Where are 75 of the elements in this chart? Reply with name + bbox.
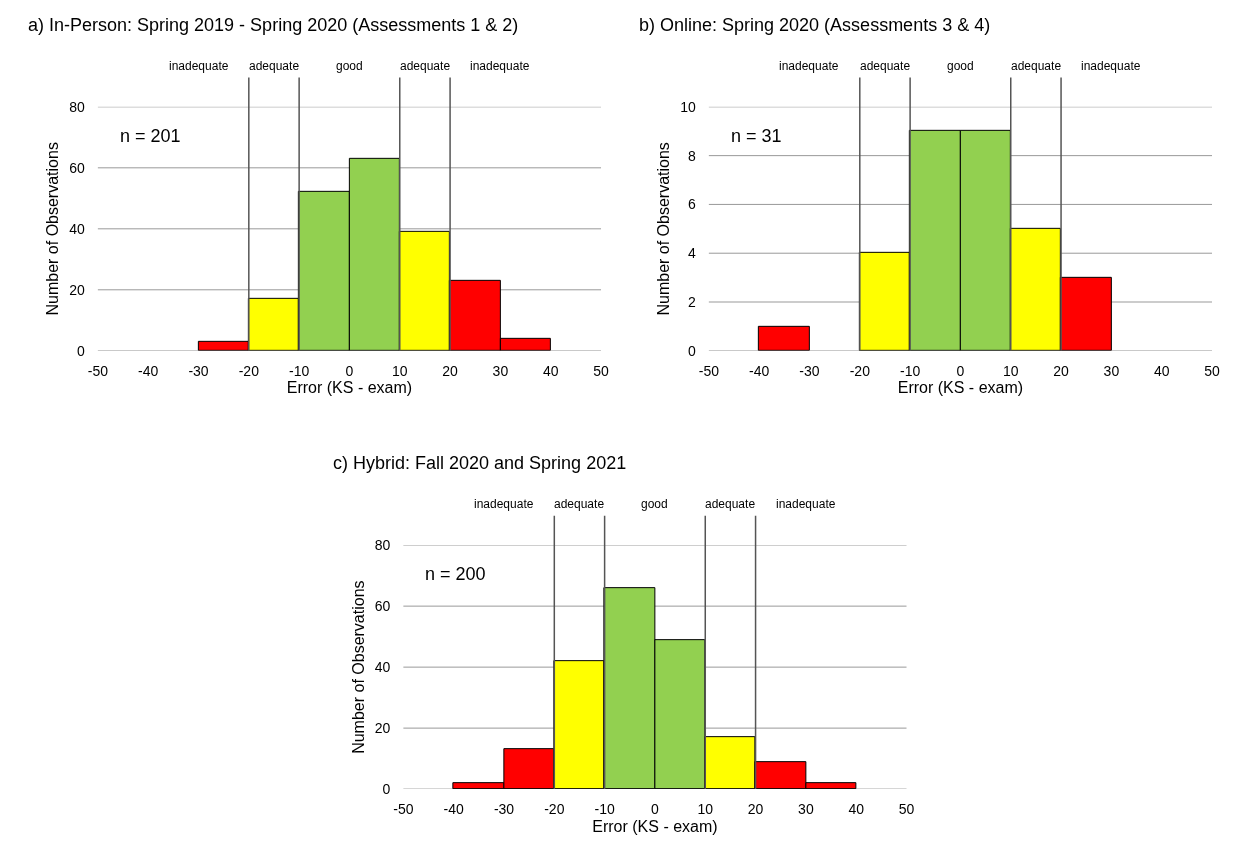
- y-tick-label: 0: [382, 781, 391, 798]
- x-tick-label: -30: [188, 362, 209, 379]
- x-tick-label: 40: [1153, 362, 1170, 379]
- x-axis-title: Error (KS - exam): [286, 379, 413, 397]
- y-tick-label: 8: [688, 147, 697, 164]
- x-tick-label: -50: [393, 801, 414, 818]
- x-tick-label: 20: [1053, 362, 1070, 379]
- x-axis-title: Error (KS - exam): [592, 817, 718, 835]
- y-tick-label: 80: [374, 537, 391, 554]
- text: good: [641, 497, 668, 511]
- x-tick-label: 20: [442, 362, 459, 379]
- x-tick-label: -40: [749, 362, 770, 379]
- text: inadequate: [474, 497, 534, 511]
- y-tick-label: 40: [374, 659, 391, 676]
- text: adequate: [705, 497, 756, 511]
- x-tick-label: 0: [956, 362, 965, 379]
- x-tick-label: 0: [345, 362, 354, 379]
- text: good: [947, 59, 974, 73]
- y-tick-label: 6: [688, 196, 697, 213]
- chart-title: b) Online: Spring 2020 (Assessments 3 & 4): [639, 15, 991, 35]
- x-tick-label: 30: [492, 362, 509, 379]
- y-axis-title: Number of Observations: [349, 580, 367, 754]
- y-axis-title: Number of Observations: [655, 142, 673, 316]
- x-axis-title: Error (KS - exam): [897, 379, 1024, 397]
- x-tick-label: -40: [443, 801, 465, 818]
- annotation: n = 201: [120, 126, 181, 146]
- x-tick-label: -20: [849, 362, 871, 379]
- x-tick-label: 30: [1103, 362, 1120, 379]
- text: adequate: [860, 59, 911, 73]
- text: good: [336, 59, 363, 73]
- y-axis-title: Number of Observations: [44, 142, 62, 316]
- x-tick-label: -10: [594, 801, 615, 818]
- y-tick-label: 2: [688, 293, 697, 310]
- y-tick-label: 10: [680, 98, 697, 115]
- y-tick-label: 40: [69, 220, 86, 237]
- x-tick-label: 10: [1002, 362, 1019, 379]
- text: inadequate: [776, 497, 836, 511]
- x-tick-label: -50: [698, 362, 720, 379]
- y-tick-label: 4: [688, 245, 697, 262]
- x-tick-label: -50: [87, 362, 109, 379]
- y-tick-label: 20: [374, 720, 391, 737]
- text: inadequate: [1081, 59, 1141, 73]
- x-tick-label: 30: [798, 801, 814, 818]
- chart-title: c) Hybrid: Fall 2020 and Spring 2021: [333, 453, 627, 473]
- x-tick-label: 0: [651, 801, 660, 818]
- x-tick-label: 40: [542, 362, 559, 379]
- text: inadequate: [779, 59, 839, 73]
- x-tick-label: -10: [289, 362, 310, 379]
- text: adequate: [400, 59, 451, 73]
- text: inadequate: [169, 59, 229, 73]
- x-tick-label: -30: [799, 362, 820, 379]
- x-tick-label: 40: [848, 801, 865, 818]
- x-tick-label: 20: [747, 801, 764, 818]
- x-tick-label: -30: [493, 801, 515, 818]
- text: adequate: [554, 497, 605, 511]
- text: adequate: [249, 59, 300, 73]
- y-tick-label: 60: [69, 159, 86, 176]
- annotation: n = 31: [731, 126, 782, 146]
- y-tick-label: 80: [69, 98, 86, 115]
- x-tick-label: -20: [238, 362, 260, 379]
- text: inadequate: [470, 59, 530, 73]
- x-tick-label: 50: [593, 362, 610, 379]
- y-tick-label: 0: [77, 342, 86, 359]
- annotation: n = 200: [425, 564, 486, 584]
- x-tick-label: 50: [1204, 362, 1221, 379]
- y-tick-label: 0: [688, 342, 697, 359]
- x-tick-label: -40: [138, 362, 159, 379]
- x-tick-label: 10: [391, 362, 408, 379]
- x-tick-label: -20: [544, 801, 565, 818]
- x-tick-label: 50: [898, 801, 915, 818]
- y-tick-label: 20: [69, 281, 86, 298]
- y-tick-label: 60: [374, 598, 391, 615]
- chart-title: a) In-Person: Spring 2019 - Spring 2020 (Assessments 1 & 2): [28, 15, 519, 35]
- text: adequate: [1011, 59, 1062, 73]
- x-tick-label: -10: [899, 362, 921, 379]
